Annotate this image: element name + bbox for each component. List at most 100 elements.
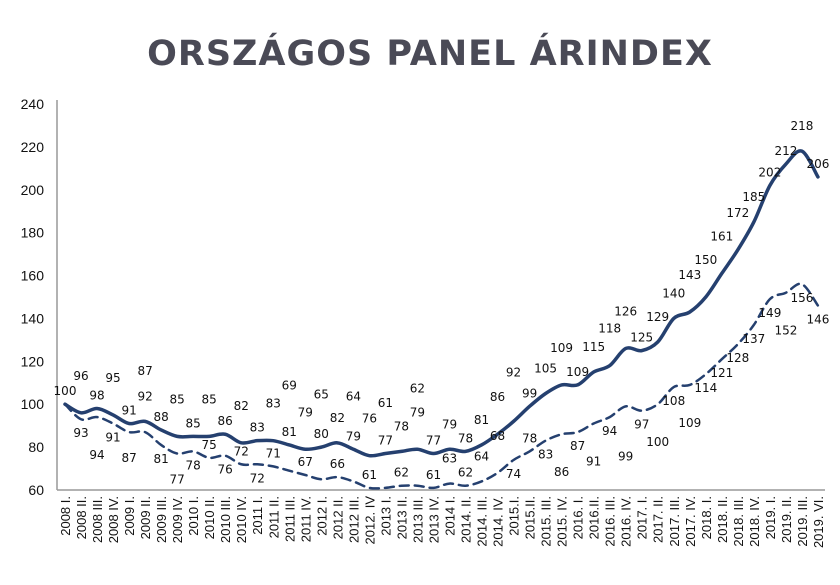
solid-data-label: 129 — [646, 310, 669, 324]
x-tick-label: 2015.II. — [523, 496, 538, 539]
dashed-data-label: 87 — [121, 451, 136, 465]
solid-data-label: 85 — [169, 392, 184, 406]
solid-data-label: 78 — [394, 419, 409, 433]
dashed-data-label: 93 — [73, 426, 88, 440]
x-tick-label: 2018. III. — [731, 496, 746, 547]
dashed-data-label: 77 — [169, 473, 184, 487]
y-tick-label: 220 — [21, 139, 45, 155]
solid-data-label: 115 — [582, 340, 605, 354]
solid-data-label: 85 — [202, 392, 217, 406]
dashed-data-label: 78 — [522, 431, 537, 445]
dashed-data-label: 74 — [506, 467, 521, 481]
solid-data-label: 77 — [426, 434, 441, 448]
dashed-series-line — [63, 282, 820, 490]
x-tick-label: 2016. III. — [603, 496, 618, 547]
x-tick-label: 2016. I. — [571, 496, 586, 539]
solid-data-label: 105 — [534, 362, 557, 376]
dashed-data-label: 76 — [218, 463, 233, 477]
dashed-data-label: 67 — [298, 455, 313, 469]
dashed-data-label: 87 — [137, 364, 152, 378]
dashed-data-label: 62 — [458, 466, 473, 480]
dashed-data-label: 72 — [234, 444, 249, 458]
x-tick-label: 2011 II. — [266, 496, 281, 538]
dashed-data-label: 61 — [378, 396, 393, 410]
solid-data-label: 81 — [282, 425, 297, 439]
x-tick-label: 2013 IV. — [426, 496, 441, 543]
solid-data-label: 92 — [506, 365, 521, 379]
solid-data-label: 185 — [742, 190, 765, 204]
x-tick-label: 2011 III. — [282, 496, 297, 542]
solid-data-label: 150 — [694, 253, 717, 267]
solid-data-label: 79 — [298, 405, 313, 419]
dashed-data-label: 149 — [758, 306, 781, 320]
x-tick-label: 2015.I. — [507, 496, 522, 536]
x-tick-label: 2010 IV. — [234, 496, 249, 543]
dashed-data-label: 72 — [250, 471, 265, 485]
x-tick-label: 2019. II. — [779, 496, 794, 543]
dashed-data-label: 71 — [266, 446, 281, 460]
dashed-data-label: 83 — [538, 448, 553, 462]
x-tick-label: 2017. IV. — [683, 496, 698, 547]
solid-data-label: 125 — [630, 331, 653, 345]
x-tick-label: 2012 II. — [330, 496, 345, 539]
dashed-data-label: 62 — [394, 466, 409, 480]
dashed-data-label: 146 — [806, 313, 829, 327]
dashed-data-label: 75 — [202, 438, 217, 452]
solid-data-label: 83 — [250, 421, 265, 435]
x-tick-label: 2018. I. — [699, 496, 714, 539]
x-tick-label: 2009 II. — [138, 496, 153, 539]
x-tick-label: 2017. III. — [667, 496, 682, 547]
dashed-data-label: 152 — [774, 324, 797, 338]
dashed-data-label: 86 — [554, 465, 569, 479]
x-tick-label: 2014. II. — [459, 496, 474, 543]
y-tick-label: 60 — [28, 482, 44, 498]
dashed-data-label: 109 — [678, 416, 701, 430]
dashed-data-label: 91 — [105, 431, 120, 445]
dashed-data-label: 137 — [742, 332, 765, 346]
x-tick-label: 2008 III. — [90, 496, 105, 543]
x-tick-label: 2009 III. — [154, 496, 169, 543]
solid-data-label: 126 — [614, 304, 637, 318]
x-tick-label: 2018. II. — [715, 496, 730, 543]
dashed-data-label: 94 — [602, 424, 617, 438]
solid-data-label: 79 — [410, 405, 425, 419]
dashed-data-label: 94 — [89, 448, 104, 462]
dashed-data-label: 64 — [474, 449, 489, 463]
solid-data-label: 218 — [790, 119, 813, 133]
x-tick-label: 2010 II. — [202, 496, 217, 539]
y-tick-label: 240 — [21, 96, 45, 112]
solid-data-label: 88 — [153, 410, 168, 424]
solid-data-label: 109 — [550, 341, 573, 355]
solid-data-label: 172 — [726, 206, 749, 220]
x-tick-label: 2018. IV. — [747, 496, 762, 547]
solid-data-label: 118 — [598, 322, 621, 336]
solid-data-label: 91 — [121, 404, 136, 418]
solid-data-label: 206 — [806, 157, 829, 171]
solid-data-label: 100 — [54, 384, 77, 398]
dashed-data-label: 100 — [646, 435, 669, 449]
y-tick-label: 160 — [21, 268, 45, 284]
x-tick-label: 2017. I. — [635, 496, 650, 539]
dashed-data-label: 62 — [410, 382, 425, 396]
dashed-data-label: 87 — [570, 439, 585, 453]
x-tick-label: 2009 IV. — [170, 496, 185, 543]
x-tick-label: 2016.II. — [587, 496, 602, 539]
y-tick-label: 200 — [21, 182, 45, 198]
x-tick-label: 2013 II. — [394, 496, 409, 539]
dashed-data-label: 66 — [330, 457, 345, 471]
solid-data-label: 80 — [314, 427, 329, 441]
solid-data-label: 81 — [474, 413, 489, 427]
dashed-data-label: 156 — [790, 291, 813, 305]
dashed-data-label: 69 — [282, 379, 297, 393]
solid-data-label: 86 — [490, 390, 505, 404]
x-tick-label: 2016. IV. — [619, 496, 634, 547]
x-tick-label: 2011 I. — [250, 496, 265, 535]
x-tick-label: 2012 III. — [346, 496, 361, 543]
solid-data-label: 86 — [218, 414, 233, 428]
y-tick-label: 100 — [21, 396, 45, 412]
dashed-data-label: 108 — [662, 394, 685, 408]
x-tick-label: 2010 I. — [186, 496, 201, 536]
x-tick-label: 2013 III. — [410, 496, 425, 543]
x-tick-label: 2019. VI. — [811, 496, 826, 548]
